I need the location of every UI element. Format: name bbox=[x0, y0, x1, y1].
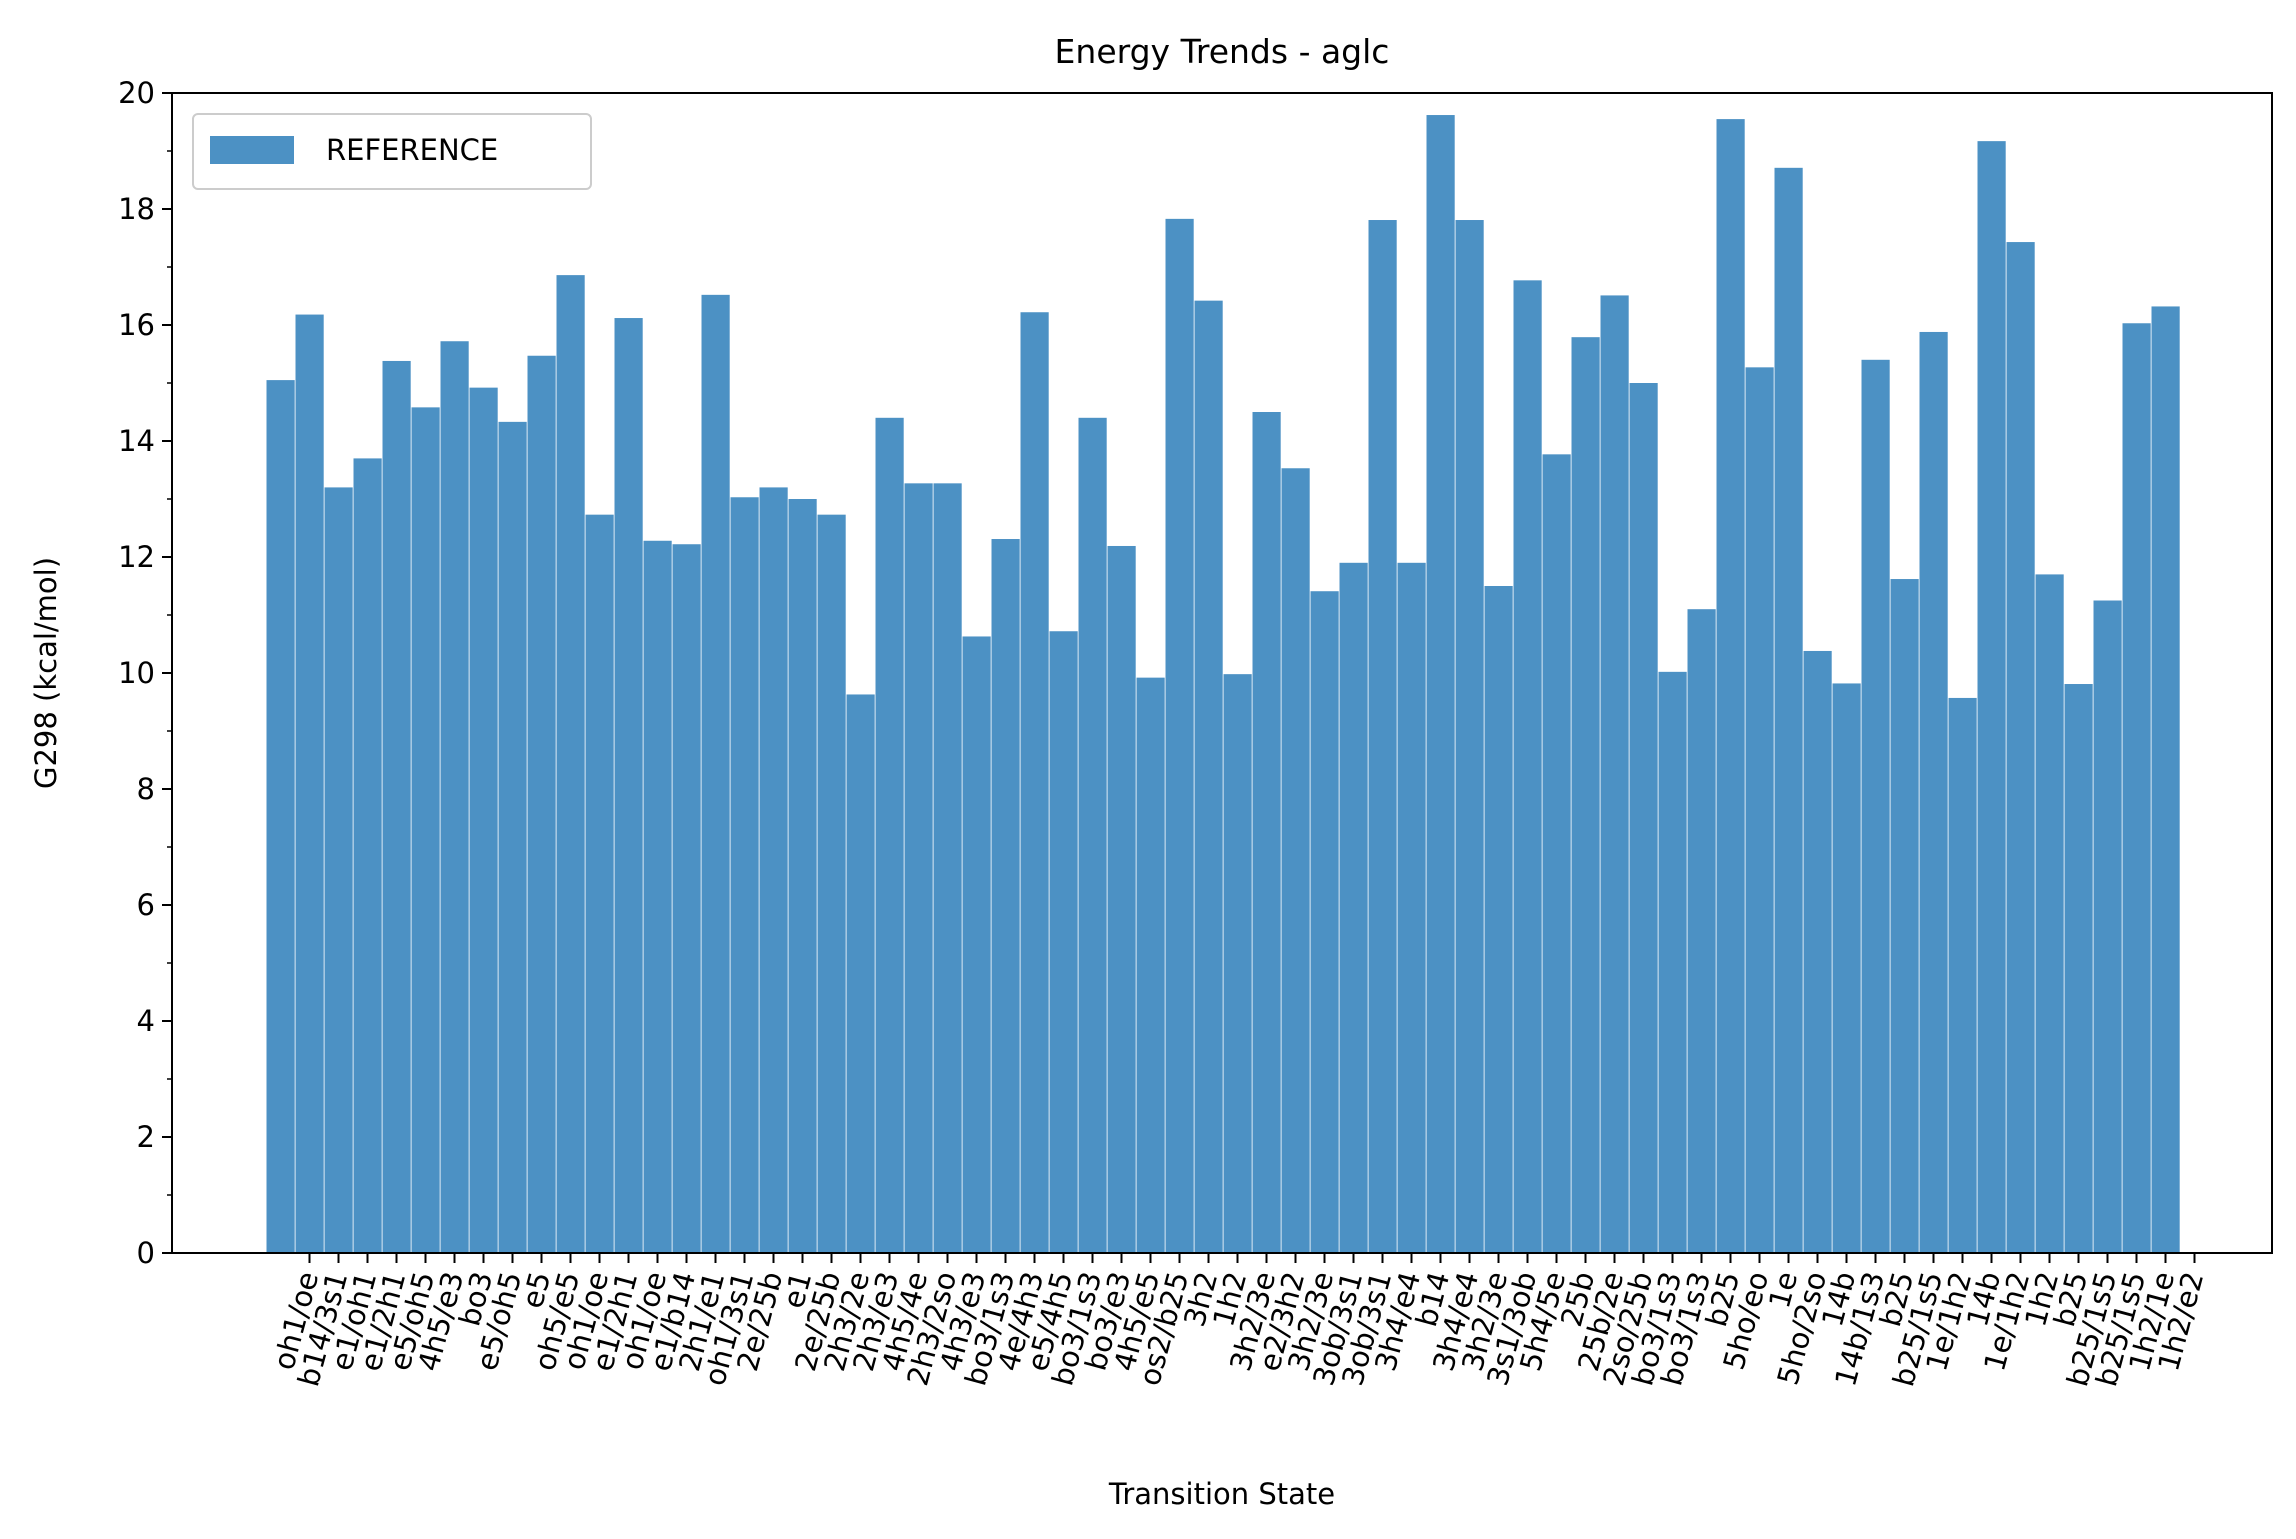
bar-49 bbox=[1687, 609, 1716, 1253]
bar-28 bbox=[1078, 417, 1107, 1253]
y-tick-label: 12 bbox=[118, 540, 155, 574]
bar-27 bbox=[1049, 631, 1078, 1253]
bar-36 bbox=[1310, 591, 1339, 1253]
bar-8 bbox=[498, 421, 527, 1253]
bar-6 bbox=[440, 341, 469, 1253]
bar-46 bbox=[1600, 295, 1629, 1253]
bar-14 bbox=[672, 544, 701, 1253]
bar-24 bbox=[962, 636, 991, 1253]
bar-52 bbox=[1774, 167, 1803, 1253]
y-tick-label: 20 bbox=[118, 76, 155, 110]
bar-55 bbox=[1861, 359, 1890, 1253]
legend-label: REFERENCE bbox=[326, 133, 498, 167]
bar-32 bbox=[1194, 300, 1223, 1253]
bar-39 bbox=[1397, 562, 1426, 1253]
bar-45 bbox=[1571, 337, 1600, 1253]
bar-15 bbox=[701, 294, 730, 1254]
x-axis-ticks: oh1/oeb14/3s1e1/oh1e1/2h1e5/oh54h5/e3bo3… bbox=[267, 1253, 2210, 1390]
bar-50 bbox=[1716, 119, 1745, 1254]
y-tick-label: 6 bbox=[137, 888, 155, 922]
bar-20 bbox=[846, 694, 875, 1253]
legend-box bbox=[192, 113, 592, 190]
legend: REFERENCE bbox=[192, 113, 592, 190]
bar-34 bbox=[1252, 412, 1281, 1253]
bar-12 bbox=[614, 318, 643, 1253]
y-tick-label: 14 bbox=[118, 424, 155, 458]
bar-51 bbox=[1745, 367, 1774, 1254]
y-axis-ticks: 0 2 4 6 8 10 12 14 16 18 20 bbox=[118, 76, 172, 1270]
legend-swatch bbox=[210, 136, 294, 164]
bar-43 bbox=[1513, 280, 1542, 1254]
bars-group bbox=[266, 115, 2180, 1254]
bar-0 bbox=[266, 380, 295, 1254]
bar-35 bbox=[1281, 468, 1310, 1253]
bar-38 bbox=[1368, 220, 1397, 1253]
bar-63 bbox=[2093, 600, 2122, 1253]
y-tick-label: 16 bbox=[118, 308, 155, 342]
bar-56 bbox=[1890, 579, 1919, 1253]
y-tick-label: 18 bbox=[118, 192, 155, 226]
bar-31 bbox=[1165, 218, 1194, 1254]
bar-41 bbox=[1455, 220, 1484, 1253]
y-tick-label: 0 bbox=[137, 1236, 155, 1270]
bar-59 bbox=[1977, 141, 2006, 1253]
bar-22 bbox=[904, 483, 933, 1254]
y-axis-label: G298 (kcal/mol) bbox=[29, 557, 63, 789]
bar-30 bbox=[1136, 677, 1165, 1253]
y-tick-label: 4 bbox=[137, 1004, 155, 1038]
bar-18 bbox=[788, 499, 817, 1253]
plot-area-frame bbox=[171, 92, 2273, 1254]
bar-23 bbox=[933, 483, 962, 1254]
bar-33 bbox=[1223, 674, 1252, 1253]
bar-58 bbox=[1948, 697, 1977, 1253]
bar-2 bbox=[324, 487, 353, 1253]
bar-62 bbox=[2064, 684, 2093, 1253]
bar-64 bbox=[2122, 323, 2151, 1253]
bar-13 bbox=[643, 540, 672, 1253]
bar-3 bbox=[353, 458, 382, 1253]
bar-54 bbox=[1832, 683, 1861, 1253]
bar-60 bbox=[2006, 242, 2035, 1253]
bar-10 bbox=[556, 275, 585, 1253]
bar-11 bbox=[585, 514, 614, 1253]
bar-7 bbox=[469, 387, 498, 1253]
bar-37 bbox=[1339, 562, 1368, 1253]
bar-19 bbox=[817, 514, 846, 1253]
x-axis-label: Transition State bbox=[1108, 1477, 1335, 1511]
bar-57 bbox=[1919, 331, 1948, 1254]
bar-42 bbox=[1484, 586, 1513, 1253]
bar-40 bbox=[1426, 115, 1455, 1253]
chart-title: Energy Trends - aglc bbox=[1055, 32, 1390, 71]
y-tick-label: 10 bbox=[118, 656, 155, 690]
bar-48 bbox=[1658, 671, 1687, 1253]
bar-26 bbox=[1020, 312, 1049, 1253]
bar-21 bbox=[875, 417, 904, 1253]
bar-16 bbox=[730, 497, 759, 1253]
bar-53 bbox=[1803, 650, 1832, 1253]
y-tick-label: 2 bbox=[137, 1120, 155, 1154]
bar-29 bbox=[1107, 545, 1136, 1253]
bar-44 bbox=[1542, 454, 1571, 1254]
y-tick-label: 8 bbox=[137, 772, 155, 806]
bar-4 bbox=[382, 360, 411, 1254]
bar-25 bbox=[991, 539, 1020, 1253]
bar-5 bbox=[411, 407, 440, 1253]
bar-65 bbox=[2151, 306, 2180, 1253]
bar-61 bbox=[2035, 574, 2064, 1253]
bar-47 bbox=[1629, 383, 1658, 1253]
bar-9 bbox=[527, 355, 556, 1253]
bar-1 bbox=[295, 314, 324, 1253]
bar-17 bbox=[759, 487, 788, 1253]
